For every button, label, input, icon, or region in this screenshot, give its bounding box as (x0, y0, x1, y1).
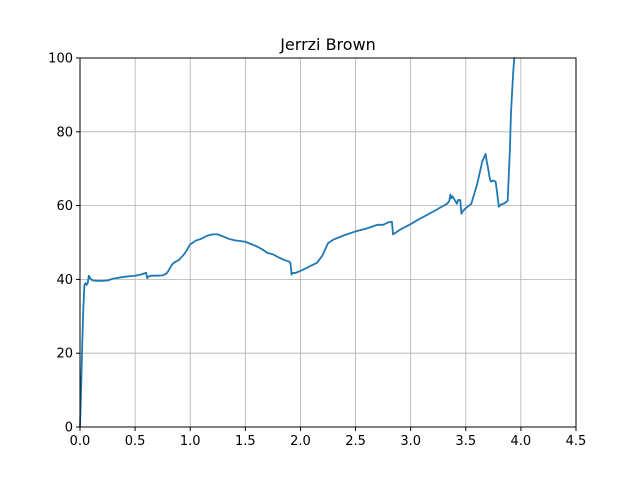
x-tick-label: 0.5 (125, 434, 146, 449)
y-tick-label: 0 (65, 421, 73, 436)
x-axis: 0.0 0.5 1.0 1.5 2.0 2.5 3.0 3.5 4.0 4.5 (70, 427, 587, 449)
x-tick-label: 3.0 (400, 434, 421, 449)
series-line (79, 57, 516, 428)
y-axis: 0 20 40 60 80 100 (48, 52, 80, 436)
y-tick-label: 80 (56, 125, 73, 140)
x-tick-label: 3.5 (455, 434, 476, 449)
chart-title: Jerrzi Brown (279, 35, 376, 54)
y-tick-label: 100 (48, 52, 73, 67)
x-tick-label: 2.0 (290, 434, 311, 449)
y-tick-label: 20 (56, 347, 73, 362)
x-tick-label: 4.0 (511, 434, 532, 449)
x-tick-label: 4.5 (566, 434, 587, 449)
series-layer (79, 57, 516, 428)
y-tick-label: 40 (56, 273, 73, 288)
x-tick-label: 2.5 (345, 434, 366, 449)
x-tick-label: 0.0 (70, 434, 91, 449)
plot-frame (79, 57, 577, 428)
x-tick-label: 1.0 (180, 434, 201, 449)
y-tick-label: 60 (56, 199, 73, 214)
x-tick-label: 1.5 (235, 434, 256, 449)
